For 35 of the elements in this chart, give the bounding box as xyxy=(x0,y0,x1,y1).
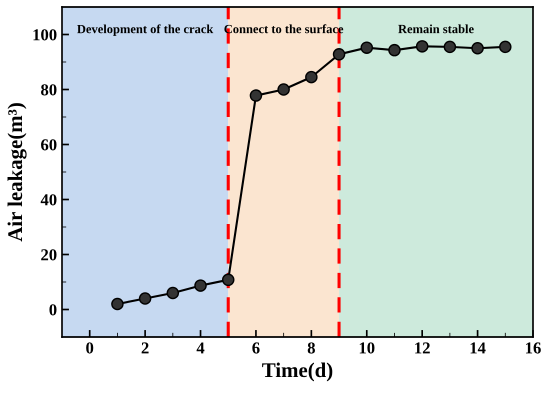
y-tick-label: 80 xyxy=(41,84,57,96)
point xyxy=(332,48,346,61)
x-tick-label: 8 xyxy=(308,342,315,354)
x-tick-label: 16 xyxy=(526,342,541,354)
x-tick-label: 0 xyxy=(86,342,94,354)
point xyxy=(305,70,318,84)
x-tick-label: 4 xyxy=(196,342,204,354)
point xyxy=(194,279,207,292)
y-tick-label: 40 xyxy=(40,194,57,206)
point xyxy=(222,274,234,286)
y-tick-label: 100 xyxy=(33,29,57,40)
point xyxy=(166,286,180,300)
band-label: Development of the crack xyxy=(77,24,214,36)
band-label: Connect to the surface xyxy=(224,24,344,34)
point xyxy=(250,89,262,102)
point xyxy=(111,298,124,310)
point xyxy=(277,83,290,96)
x-tick-label: 10 xyxy=(360,342,374,354)
point xyxy=(360,41,374,54)
point xyxy=(416,40,428,53)
x-tick-label: 12 xyxy=(415,342,430,354)
point xyxy=(444,40,456,54)
x-tick-label: 14 xyxy=(470,342,486,354)
y-tick-label: 60 xyxy=(41,139,57,150)
y-axis-title: Air leakage(m³) xyxy=(8,103,27,242)
point xyxy=(388,44,401,56)
x-tick-label: 2 xyxy=(142,342,149,354)
point xyxy=(499,40,512,54)
y-tick-label: 0 xyxy=(49,304,57,316)
y-tick-label: 20 xyxy=(41,249,57,260)
point xyxy=(471,42,484,54)
band-label: Remain stable xyxy=(398,24,474,34)
point xyxy=(138,292,152,305)
x-axis-title: Time(d) xyxy=(262,362,332,382)
x-tick-label: 6 xyxy=(252,342,260,354)
